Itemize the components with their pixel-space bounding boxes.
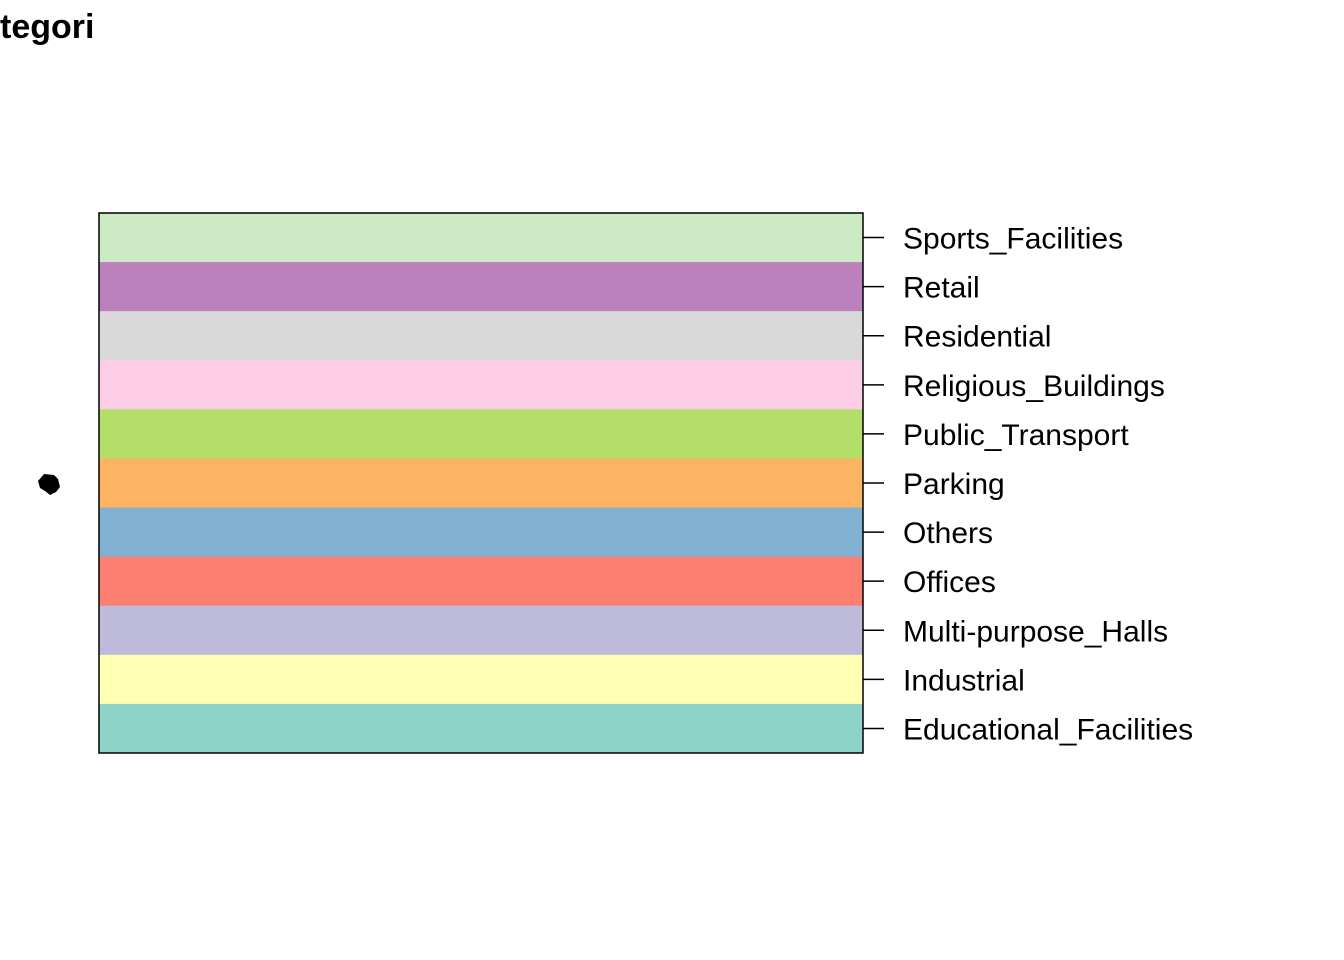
- legend-key-swatch: [99, 654, 863, 705]
- legend-color-bar: [99, 213, 863, 754]
- legend-key-swatch: [99, 262, 863, 312]
- legend-key-swatch: [99, 507, 863, 558]
- legend-key-swatch: [99, 213, 863, 263]
- legend-label: Offices: [903, 566, 996, 599]
- legend-label: Sports_Facilities: [903, 223, 1123, 256]
- legend-label: Retail: [903, 272, 980, 305]
- legend-label: Public_Transport: [903, 419, 1129, 452]
- legend-key-swatch: [99, 409, 863, 459]
- legend-label: Multi-purpose_Halls: [903, 615, 1168, 648]
- legend-key-swatch: [99, 360, 863, 410]
- legend-label: Religious_Buildings: [903, 370, 1165, 403]
- legend-ticks: [863, 236, 884, 730]
- legend-key-swatch: [99, 556, 863, 607]
- legend-key-swatch: [99, 311, 863, 361]
- legend-label: Industrial: [903, 664, 1025, 697]
- legend-key-swatch: [99, 703, 863, 754]
- legend-key-swatch: [99, 605, 863, 656]
- legend-label: Educational_Facilities: [903, 713, 1193, 746]
- legend-key-swatch: [99, 458, 863, 509]
- legend-label: Others: [903, 517, 993, 550]
- map-shape: [38, 474, 60, 495]
- legend-label: Residential: [903, 321, 1051, 354]
- legend-title: tegori: [0, 8, 94, 46]
- legend-label: Parking: [903, 468, 1005, 501]
- legend-labels: Sports_Facilities Retail Residential Religi…: [903, 223, 1193, 747]
